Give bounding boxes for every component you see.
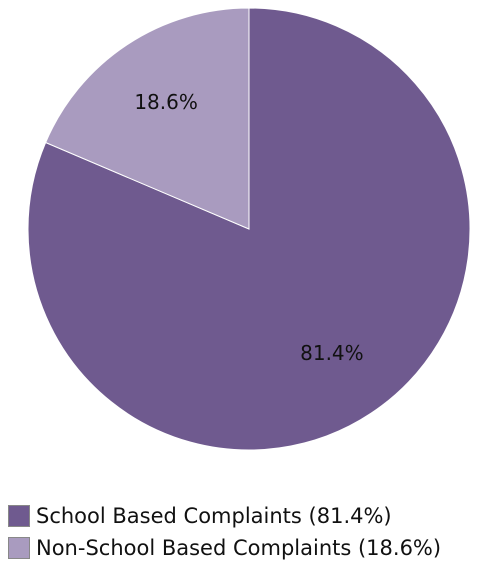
legend-label-school-based: School Based Complaints (81.4%) — [36, 504, 392, 528]
legend-swatch-school-based — [8, 505, 30, 527]
pie-label-non-school-based: 18.6% — [134, 90, 198, 114]
pie-slice-non-school-based — [44, 7, 250, 230]
legend: School Based Complaints (81.4%) Non-Scho… — [8, 500, 441, 564]
legend-item-school-based: School Based Complaints (81.4%) — [8, 500, 441, 532]
legend-item-non-school-based: Non-School Based Complaints (18.6%) — [8, 532, 441, 564]
legend-swatch-non-school-based — [8, 537, 30, 559]
pie-slice-school-based — [27, 7, 471, 451]
pie-chart: 81.4% 18.6% — [27, 7, 471, 451]
legend-label-non-school-based: Non-School Based Complaints (18.6%) — [36, 536, 442, 560]
pie-label-school-based: 81.4% — [300, 341, 364, 365]
